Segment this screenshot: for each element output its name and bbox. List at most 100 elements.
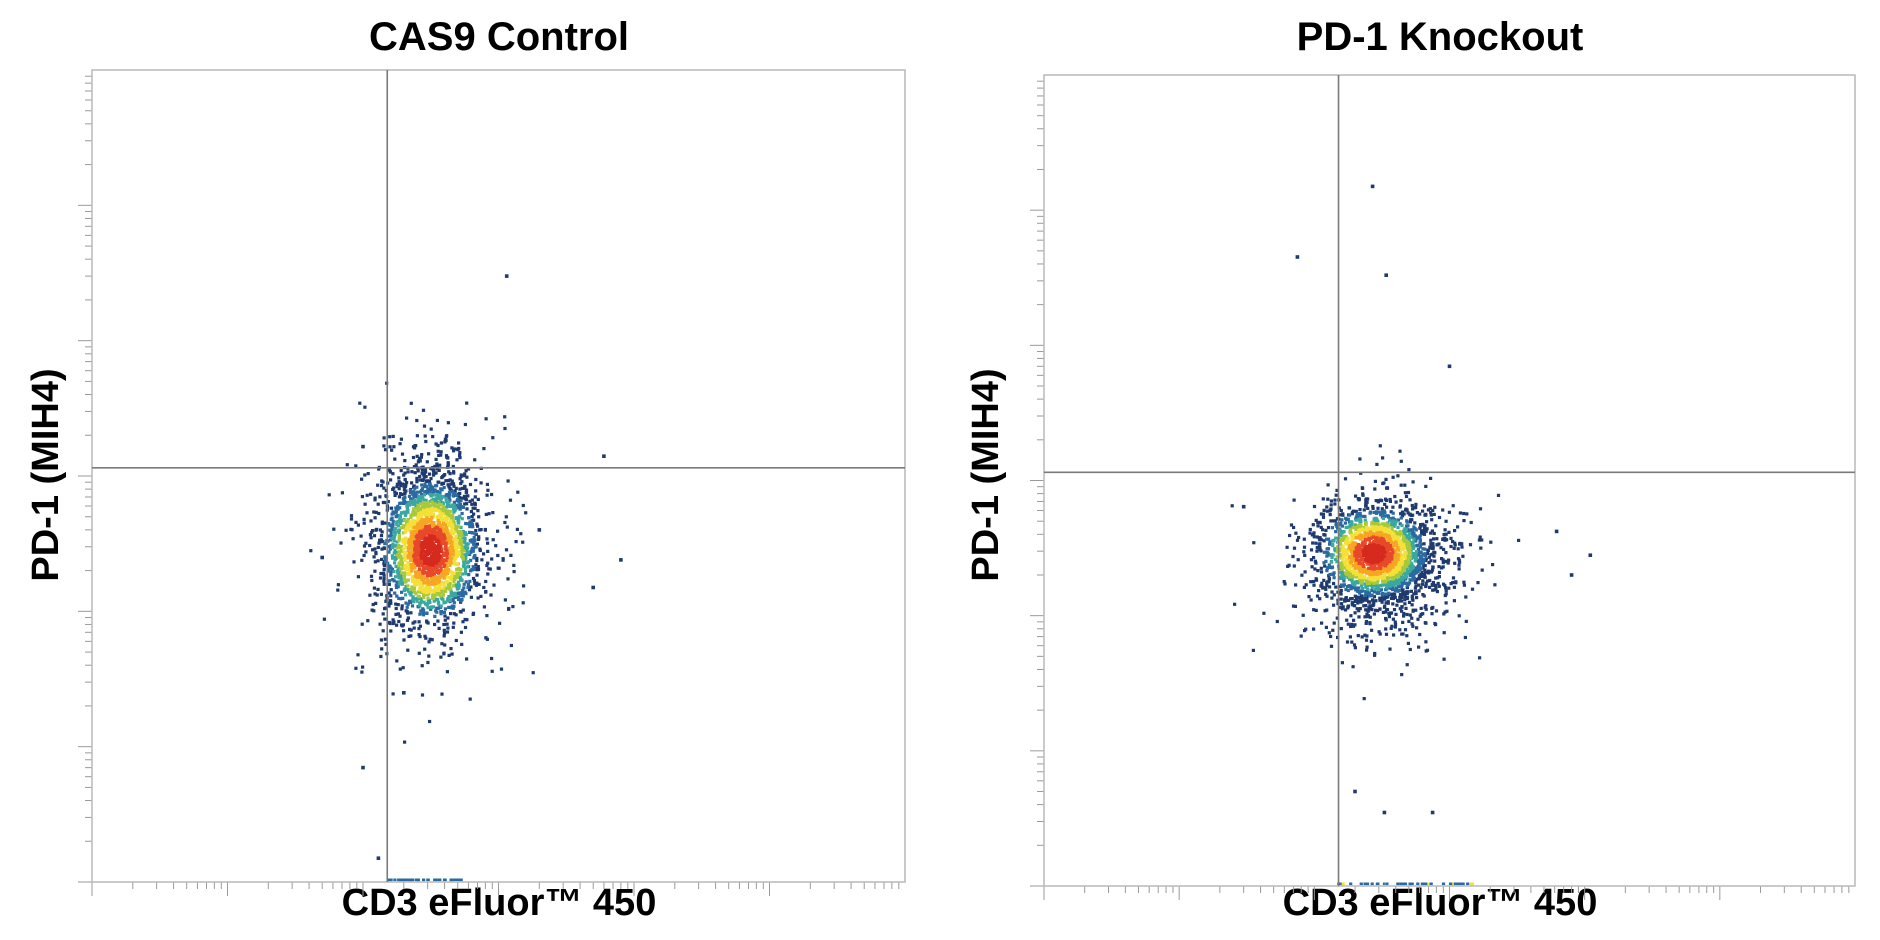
event-dot — [388, 579, 392, 583]
event-dot — [1402, 530, 1406, 534]
event-dot — [423, 482, 427, 486]
event-dot — [1354, 523, 1358, 527]
event-dot — [425, 564, 429, 568]
event-dot — [464, 572, 468, 576]
event-dot — [1385, 539, 1389, 543]
event-dot — [1303, 553, 1307, 557]
event-dot — [1368, 615, 1372, 619]
event-dot — [1370, 593, 1374, 597]
event-dot — [422, 508, 426, 512]
event-dot — [393, 561, 397, 565]
event-dot — [1423, 547, 1427, 551]
event-dot — [406, 616, 410, 620]
event-dot — [1348, 635, 1352, 639]
event-dot — [422, 473, 426, 477]
event-dot — [475, 556, 479, 561]
event-dot — [1315, 594, 1320, 598]
axis-event-dot — [422, 878, 426, 882]
event-dot — [461, 608, 465, 612]
event-dot — [1443, 528, 1447, 532]
event-dot — [1477, 538, 1481, 542]
event-dot — [432, 528, 437, 532]
event-dot — [394, 544, 398, 548]
event-dot — [1371, 575, 1375, 579]
event-dot — [1444, 559, 1448, 563]
event-dot — [1404, 494, 1409, 498]
event-dot — [1407, 619, 1411, 623]
event-dot — [1319, 566, 1323, 570]
event-dot — [419, 582, 423, 587]
event-dot — [1357, 517, 1361, 521]
event-dot — [403, 536, 408, 540]
event-dot — [1288, 533, 1292, 538]
event-dot — [1421, 593, 1425, 597]
event-dot — [1444, 519, 1448, 523]
event-dot — [1348, 554, 1352, 559]
event-dot — [462, 582, 466, 586]
event-dot — [384, 555, 388, 559]
event-dot — [1480, 538, 1484, 542]
event-dot — [433, 524, 437, 528]
event-dot — [431, 535, 436, 539]
event-dot — [1442, 657, 1446, 661]
event-dot — [416, 498, 420, 502]
event-dot — [407, 494, 412, 498]
event-dot — [1376, 500, 1380, 504]
event-dot — [1388, 518, 1392, 522]
event-dot — [410, 590, 414, 594]
event-dot — [1418, 632, 1422, 637]
event-dot — [1359, 600, 1363, 604]
event-dot — [463, 567, 467, 571]
event-dot — [406, 528, 410, 532]
event-dot — [1325, 554, 1329, 558]
event-dot — [401, 482, 405, 486]
event-dot — [1340, 518, 1344, 522]
event-dot — [406, 556, 411, 560]
event-dot — [415, 454, 419, 458]
event-dot — [1357, 615, 1361, 619]
event-dot — [456, 592, 460, 596]
event-dot — [442, 600, 446, 604]
event-dot — [1372, 528, 1376, 532]
event-dot — [474, 563, 478, 567]
event-dot — [1380, 528, 1384, 533]
event-dot — [414, 597, 418, 601]
axis-event-dot — [433, 878, 437, 882]
event-dot — [468, 538, 472, 543]
event-dot — [436, 619, 440, 623]
event-dot — [395, 485, 399, 489]
event-dot — [467, 588, 472, 592]
event-dot — [457, 441, 461, 445]
event-dot — [1316, 546, 1320, 550]
event-dot — [436, 519, 440, 523]
event-dot — [1432, 512, 1436, 516]
event-dot — [1340, 602, 1344, 606]
event-dot — [393, 548, 397, 552]
event-dot — [1362, 508, 1366, 512]
event-dot — [1430, 612, 1434, 616]
event-dot — [1424, 583, 1428, 587]
event-dot — [1348, 527, 1352, 531]
event-dot — [1414, 578, 1418, 582]
event-dot — [1402, 512, 1406, 516]
event-dot — [403, 540, 407, 545]
event-dot — [470, 502, 474, 506]
event-dot — [1437, 515, 1442, 520]
event-dot — [1378, 598, 1382, 602]
event-dot — [421, 526, 425, 530]
axis-event-dot — [409, 878, 414, 882]
event-dot — [1354, 571, 1358, 575]
event-dot — [400, 604, 404, 608]
event-dot — [1496, 493, 1501, 497]
event-dot — [393, 534, 397, 538]
event-dot — [1342, 554, 1346, 558]
event-dot — [382, 573, 386, 577]
event-dot — [1447, 530, 1451, 534]
event-dot — [433, 554, 437, 558]
event-dot — [1457, 558, 1461, 562]
event-dot — [380, 647, 384, 651]
event-dot — [1374, 522, 1378, 526]
event-dot — [1304, 583, 1308, 587]
event-dot — [1385, 505, 1389, 509]
event-dot — [1419, 524, 1423, 528]
